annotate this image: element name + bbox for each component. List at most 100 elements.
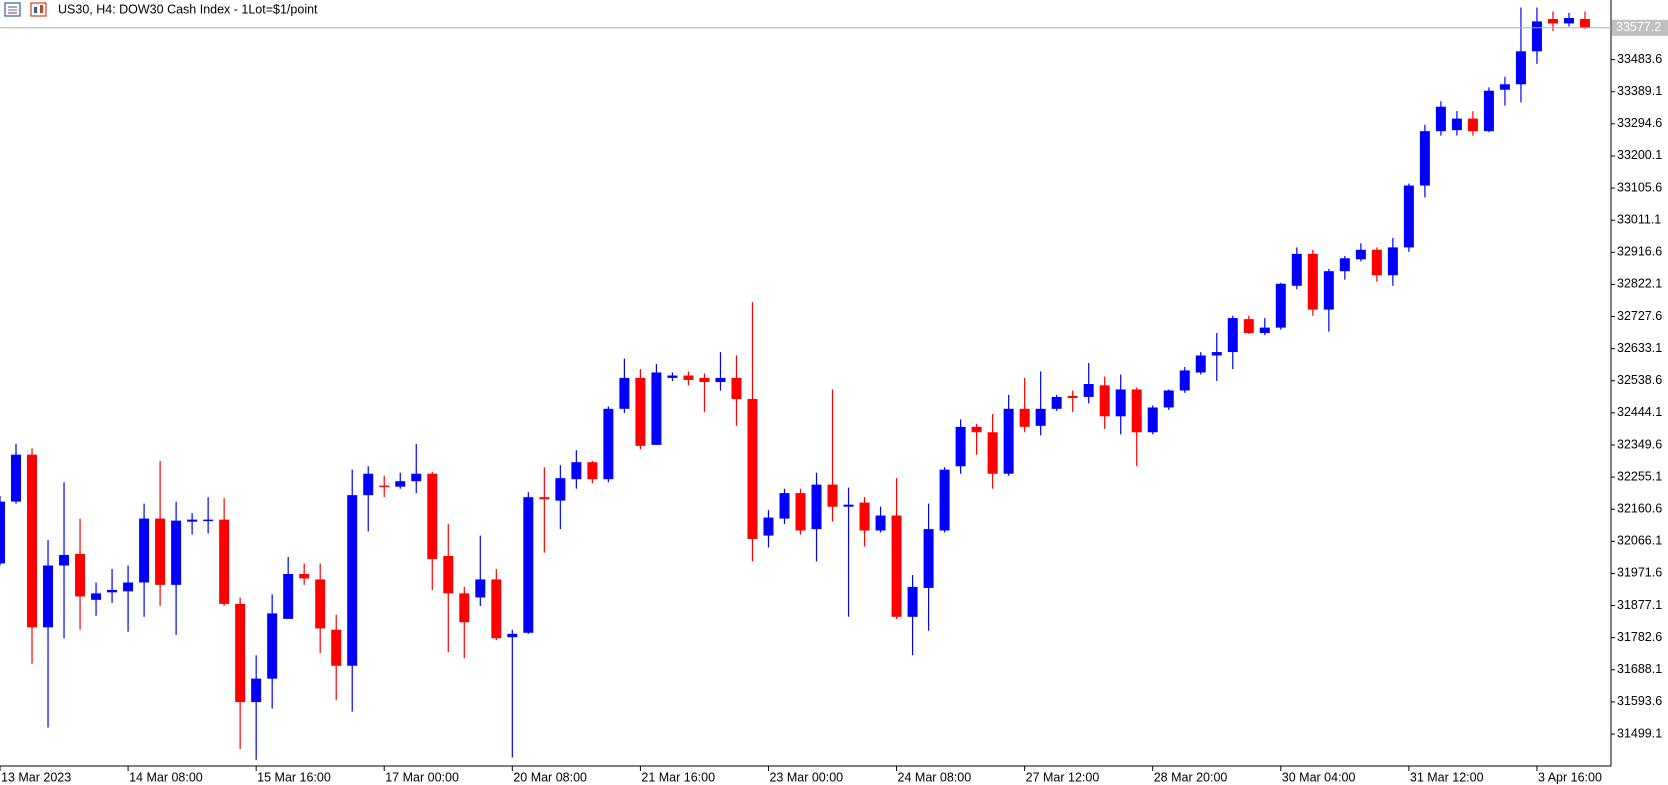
y-tick-label: 32916.6 [1617,245,1662,259]
current-price-box [1612,19,1668,36]
candle-body [603,408,614,480]
candle-body [939,469,950,531]
candle-body [235,603,246,703]
candle-body [1403,185,1414,248]
candle-body [1003,408,1014,474]
candle-body [523,497,534,633]
candle-body [1275,283,1286,328]
candle-body [1387,247,1398,276]
candle-body [1355,249,1366,260]
x-tick-label: 15 Mar 16:00 [257,770,331,784]
candle-body [699,377,710,382]
candle-body [715,377,726,382]
candle-body [1163,390,1174,408]
candle-body [1291,253,1302,286]
x-tick-label: 31 Mar 12:00 [1410,770,1484,784]
candle-body [187,519,198,522]
y-tick-label: 31593.6 [1617,694,1662,708]
candle-body [11,454,22,502]
candle-body [1435,106,1446,132]
candle-body [1547,19,1558,24]
candle-body [635,377,646,446]
candle-body [1563,18,1574,24]
candle-body [891,515,902,617]
y-tick-label: 33294.6 [1617,116,1662,130]
candle-body [1115,389,1126,417]
y-tick-label: 32633.1 [1617,341,1662,355]
candle-body [91,593,102,600]
y-tick-label: 33105.6 [1617,180,1662,194]
candle-body [171,520,182,585]
candle-body [1067,395,1078,398]
candle-body [411,473,422,482]
candle-body [491,579,502,639]
candle-body [1083,384,1094,397]
candle-body [619,377,630,409]
candle-body [779,493,790,519]
candle-body [683,375,694,380]
candle-body [0,501,5,564]
candle-body [27,454,38,628]
x-tick-label: 27 Mar 12:00 [1026,770,1100,784]
candle-body [955,426,966,467]
candle-body [1307,253,1318,310]
candle-body [1179,370,1190,391]
y-tick-label: 32538.6 [1617,373,1662,387]
candle-body [43,565,54,628]
y-tick-label: 32255.1 [1617,469,1662,483]
candle-body [1579,19,1590,28]
chart-title: US30, H4: DOW30 Cash Index - 1Lot=$1/poi… [58,2,318,16]
candle-body [75,553,86,597]
current-price-label: 33577.2 [1616,20,1661,34]
x-tick-label: 20 Mar 08:00 [513,770,587,784]
candle-body [1051,396,1062,409]
y-tick-label: 33389.1 [1617,84,1662,98]
y-tick-label: 33011.1 [1617,212,1661,226]
candle-body [795,493,806,531]
candle-body [971,426,982,433]
candle-body [283,573,294,619]
candle-body [1019,408,1030,427]
y-tick-label: 33200.1 [1617,148,1662,162]
candle-body [571,462,582,480]
candle-body [59,554,70,566]
candle-body [731,377,742,399]
candle-body [347,495,358,666]
x-tick-label: 13 Mar 2023 [1,770,71,784]
candle-body [203,519,214,522]
candle-body [1339,258,1350,272]
candle-body [1035,408,1046,426]
candle-body [395,481,406,487]
candle-body [251,678,262,703]
candle-body [1147,407,1158,433]
candle-body [1419,131,1430,186]
y-tick-label: 32349.6 [1617,437,1662,451]
candle-body [123,582,134,592]
x-tick-label: 24 Mar 08:00 [898,770,972,784]
candle-body [507,633,518,638]
x-tick-label: 17 Mar 00:00 [385,770,459,784]
x-tick-label: 3 Apr 16:00 [1538,770,1602,784]
candle-body [219,519,230,604]
candle-body [763,517,774,536]
candle-body [1131,389,1142,433]
y-tick-label: 32822.1 [1617,277,1662,291]
candle-body [875,515,886,531]
candle-body [315,579,326,629]
candle-body [1499,84,1510,90]
candle-body [299,573,310,579]
candle-body [331,629,342,666]
candle-body [1451,118,1462,131]
candle-body [859,502,870,531]
y-tick-label: 33483.6 [1617,52,1662,66]
x-tick-label: 28 Mar 20:00 [1154,770,1228,784]
candle-body [587,462,598,480]
y-tick-label: 31971.6 [1617,566,1662,580]
candle-body [107,589,118,593]
candle-body [443,555,454,594]
candle-body [539,497,550,500]
candle-body [1483,90,1494,132]
candle-body [667,375,678,378]
y-tick-label: 31782.6 [1617,630,1662,644]
